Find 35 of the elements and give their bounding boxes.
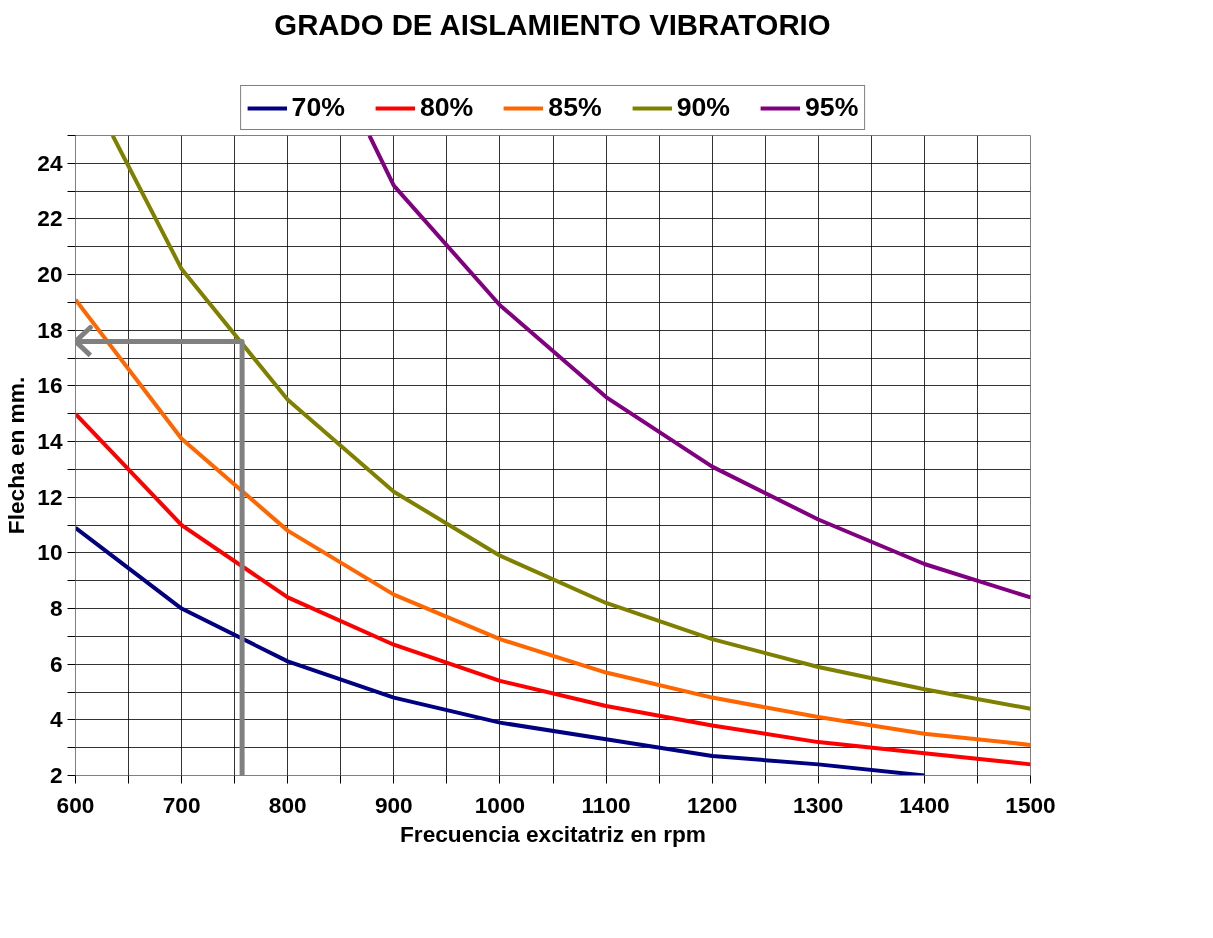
y-tick-label: 12 xyxy=(37,483,63,510)
y-tick-label: 24 xyxy=(37,149,63,176)
y-tick-label: 4 xyxy=(49,706,63,733)
line-series xyxy=(75,297,1031,747)
y-tick-label: 18 xyxy=(37,316,63,343)
legend-label: 90% xyxy=(676,92,731,123)
y-tick-label: 8 xyxy=(49,595,63,622)
line-series xyxy=(110,135,1031,711)
line-series xyxy=(75,411,1031,767)
y-tick-label: 20 xyxy=(37,261,63,288)
line-series xyxy=(367,135,1031,600)
y-tick-label: 22 xyxy=(37,205,63,232)
legend-label: 70% xyxy=(291,92,345,123)
x-tick-label: 1100 xyxy=(581,791,631,818)
legend-label: 95% xyxy=(805,92,859,123)
x-tick-label: 1200 xyxy=(686,791,738,818)
y-tick-label: 16 xyxy=(37,372,63,399)
legend-label: 80% xyxy=(419,92,474,123)
chart-title: GRADO DE AISLAMIENTO VIBRATORIO xyxy=(274,7,831,41)
x-tick-label: 900 xyxy=(374,791,413,818)
x-tick-label: 1000 xyxy=(474,791,526,818)
legend-label: 85% xyxy=(548,92,602,123)
x-tick-label: 1300 xyxy=(793,791,844,818)
x-tick-label: 1500 xyxy=(1005,791,1056,818)
x-tick-label: 600 xyxy=(56,791,95,818)
y-tick-label: 14 xyxy=(37,428,63,455)
y-tick-label: 6 xyxy=(49,650,63,677)
x-tick-label: 1400 xyxy=(899,791,950,818)
x-axis-title: Frecuencia excitatriz en rpm xyxy=(400,820,706,847)
y-tick-label: 10 xyxy=(37,539,63,566)
y-axis-title: Flecha en mm. xyxy=(3,376,30,535)
x-tick-label: 700 xyxy=(162,791,201,818)
y-tick-label: 2 xyxy=(49,762,63,788)
line-series xyxy=(75,525,927,776)
x-tick-label: 800 xyxy=(268,791,307,818)
